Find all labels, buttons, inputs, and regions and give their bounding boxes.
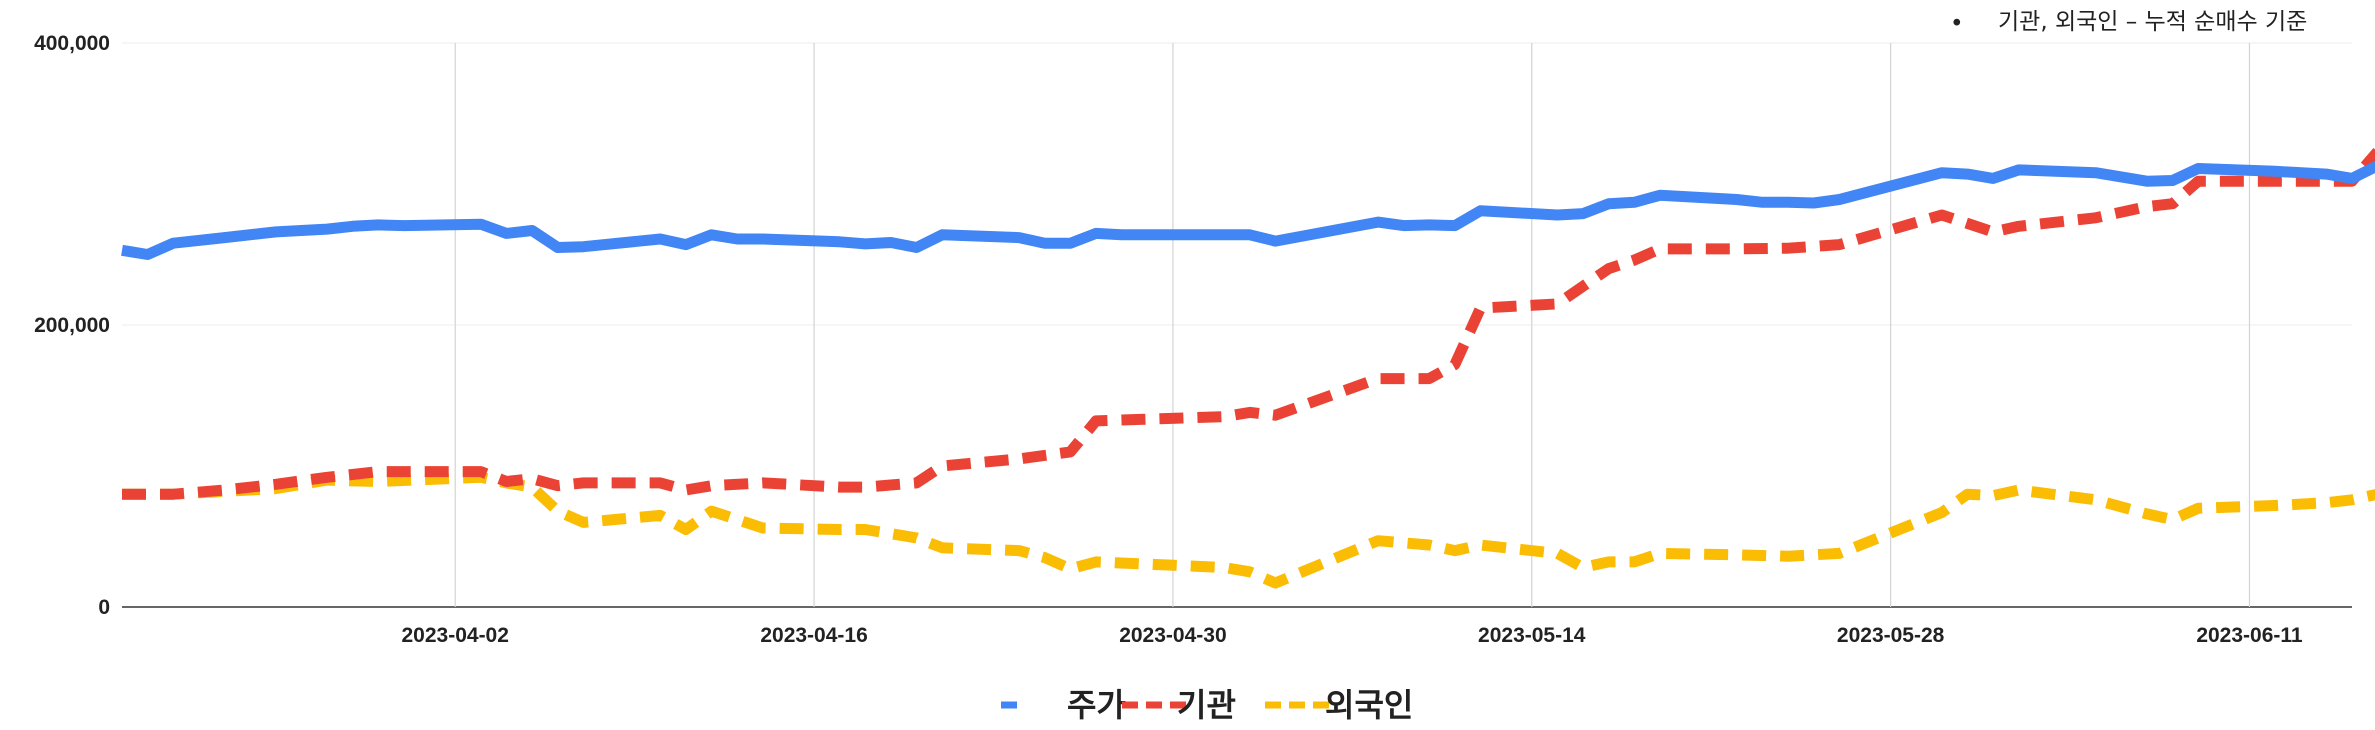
legend: 주가 기관 외국인 — [1001, 686, 1413, 724]
y-tick-label: 200,000 — [34, 314, 110, 337]
x-tick-label: 2023-05-14 — [1478, 624, 1586, 647]
chart-annotation: • 기관, 외국인 – 누적 순매수 기준 — [1950, 9, 2307, 37]
grid-lines — [122, 42, 2352, 608]
legend-label: 기관 — [1177, 686, 1236, 724]
y-tick-label: 400,000 — [34, 32, 110, 55]
legend-item: 기관 — [1122, 686, 1236, 724]
x-tick-label: 2023-05-28 — [1837, 624, 1945, 647]
series-lines — [121, 148, 2375, 589]
series-line-3 — [122, 471, 2375, 589]
legend-item: 외국인 — [1265, 686, 1413, 724]
annotation-text: 기관, 외국인 – 누적 순매수 기준 — [1998, 9, 2307, 35]
legend-label: 주가 — [1067, 686, 1126, 724]
x-tick-label: 2023-04-30 — [1119, 624, 1226, 647]
x-tick-label: 2023-04-02 — [402, 624, 509, 647]
series-line-1 — [121, 160, 2375, 260]
series-line-2 — [122, 148, 2375, 500]
annotation-bullet: • — [1950, 11, 1964, 37]
legend-label: 외국인 — [1325, 686, 1413, 724]
x-tick-label: 2023-06-11 — [2196, 624, 2303, 647]
x-axis: 2023-04-02 2023-04-16 2023-04-30 2023-05-14… — [402, 624, 2303, 647]
y-axis: 0 200,000 400,000 — [34, 32, 110, 619]
x-tick-label: 2023-04-16 — [760, 624, 867, 647]
legend-item: 주가 — [1001, 686, 1126, 724]
y-tick-label: 0 — [98, 596, 110, 619]
